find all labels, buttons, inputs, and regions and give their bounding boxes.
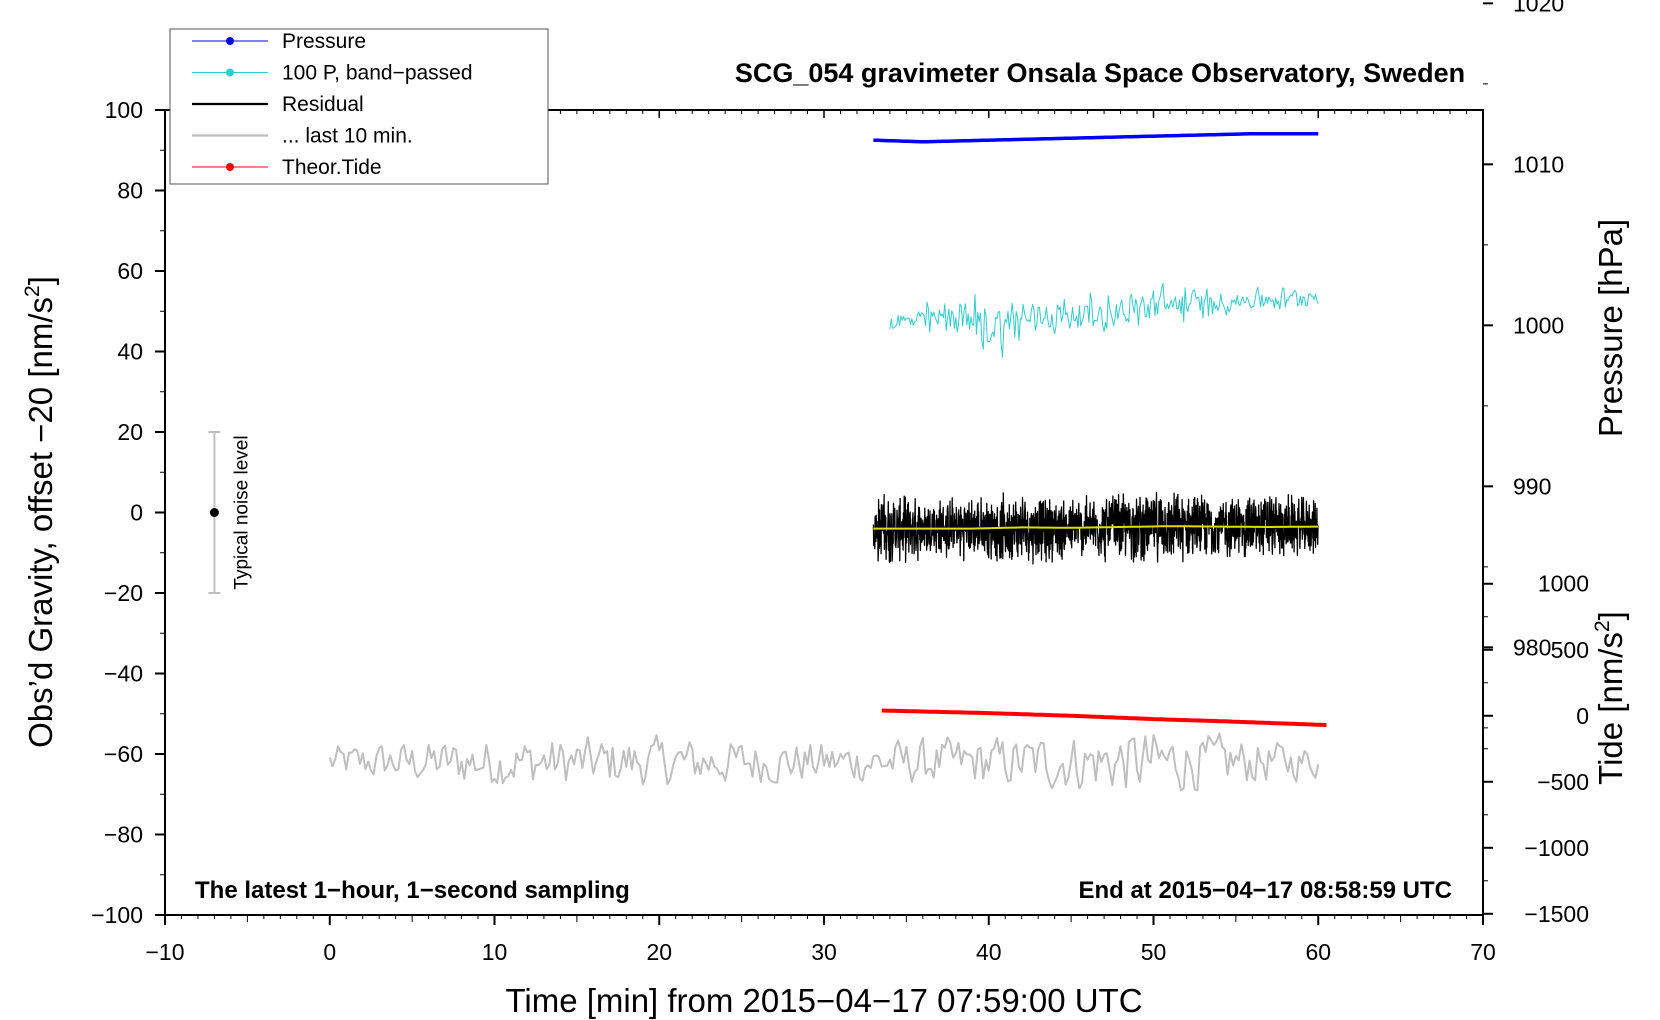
chart-title: SCG_054 gravimeter Onsala Space Observat… xyxy=(735,58,1465,88)
x-axis: −10 0 10 20 30 40 50 60 70 xyxy=(145,110,1496,965)
pressure-tick-label: 1010 xyxy=(1513,151,1564,177)
noise-bar-label: Typical noise level xyxy=(231,435,252,589)
y-tick-label: 40 xyxy=(117,339,143,365)
y-tick-label: 0 xyxy=(130,500,143,526)
y-tick-label: 60 xyxy=(117,258,143,284)
noise-level-bar: Typical noise level xyxy=(208,431,252,594)
x-tick-label: 30 xyxy=(811,939,837,965)
legend-box xyxy=(169,28,549,185)
pressure-line xyxy=(873,131,1319,144)
y-axis-tide-title-end: ] xyxy=(1592,611,1629,620)
tide-tick-label: −1500 xyxy=(1524,901,1589,927)
y-tick-label: −20 xyxy=(104,580,143,606)
y-tick-label: −100 xyxy=(91,902,143,928)
noise-bar-center-dot xyxy=(209,508,219,517)
pressure-tick-label: 1000 xyxy=(1513,312,1564,338)
x-tick-label: 20 xyxy=(646,939,672,965)
y-tick-label: −60 xyxy=(104,741,143,767)
pressure-tick-label: 1020 xyxy=(1513,0,1564,16)
x-tick-label: 40 xyxy=(976,939,1002,965)
y-tick-label: 20 xyxy=(117,419,143,445)
y-axis-gravity-title-superscript: 2 xyxy=(21,285,44,297)
last-10-min-line xyxy=(328,732,1320,792)
residual-smoothed-line xyxy=(873,525,1319,530)
legend-label: 100 P, band−passed xyxy=(282,62,473,85)
x-tick-label: 60 xyxy=(1305,939,1331,965)
y-axis-right: 9809901000101010201030−1500−1000−5000500… xyxy=(1483,0,1589,927)
y-axis-tide-title-superscript: 2 xyxy=(1591,620,1614,632)
legend-label: Residual xyxy=(282,93,364,116)
legend-label: Pressure xyxy=(282,30,366,53)
y-axis-gravity-title: Obs’d Gravity, offset −20 [nm/s2] xyxy=(21,276,59,748)
legend-label: Theor.Tide xyxy=(282,156,382,179)
residual-line xyxy=(872,491,1319,565)
x-axis-title: Time [min] from 2015−04−17 07:59:00 UTC xyxy=(505,982,1142,1019)
plot-series xyxy=(328,131,1327,792)
y-axis-gravity: −100 −80 −60 −40 −20 0 20 40 60 80 100 xyxy=(91,97,165,928)
y-tick-label: −80 xyxy=(104,822,143,848)
tide-tick-label: −500 xyxy=(1537,769,1589,795)
end-time-note: End at 2015−04−17 08:58:59 UTC xyxy=(1078,877,1452,904)
y-tick-label: −40 xyxy=(104,661,143,687)
tide-tick-label: 500 xyxy=(1551,637,1589,663)
x-tick-label: 70 xyxy=(1470,939,1496,965)
tide-tick-label: 1000 xyxy=(1538,571,1589,597)
legend-swatch-dot xyxy=(226,163,234,171)
x-tick-label: −10 xyxy=(145,939,184,965)
tide-tick-label: −1000 xyxy=(1524,835,1589,861)
sampling-note: The latest 1−hour, 1−second sampling xyxy=(195,877,630,904)
y-axis-gravity-title-end: ] xyxy=(22,276,59,285)
x-tick-label: 10 xyxy=(482,939,508,965)
legend: Pressure 100 P, band−passed Residual ... la… xyxy=(169,28,549,185)
x-tick-label: 0 xyxy=(323,939,336,965)
y-tick-label: 80 xyxy=(117,178,143,204)
tide-tick-label: 0 xyxy=(1576,703,1589,729)
pressure-tick-label: 990 xyxy=(1513,473,1551,499)
y-tick-label: 100 xyxy=(105,97,143,123)
theoretical-tide-line xyxy=(881,708,1327,727)
pressure-bandpassed-line xyxy=(889,282,1319,358)
pressure-tick-label: 980 xyxy=(1513,634,1551,660)
y-axis-pressure-title: Pressure [hPa] xyxy=(1592,219,1629,437)
legend-label: ... last 10 min. xyxy=(282,125,413,148)
legend-swatch-dot xyxy=(226,37,234,45)
x-tick-label: 50 xyxy=(1141,939,1167,965)
legend-swatch-dot xyxy=(226,68,234,77)
y-axis-tide-title: Tide [nm/s2] xyxy=(1591,611,1629,785)
